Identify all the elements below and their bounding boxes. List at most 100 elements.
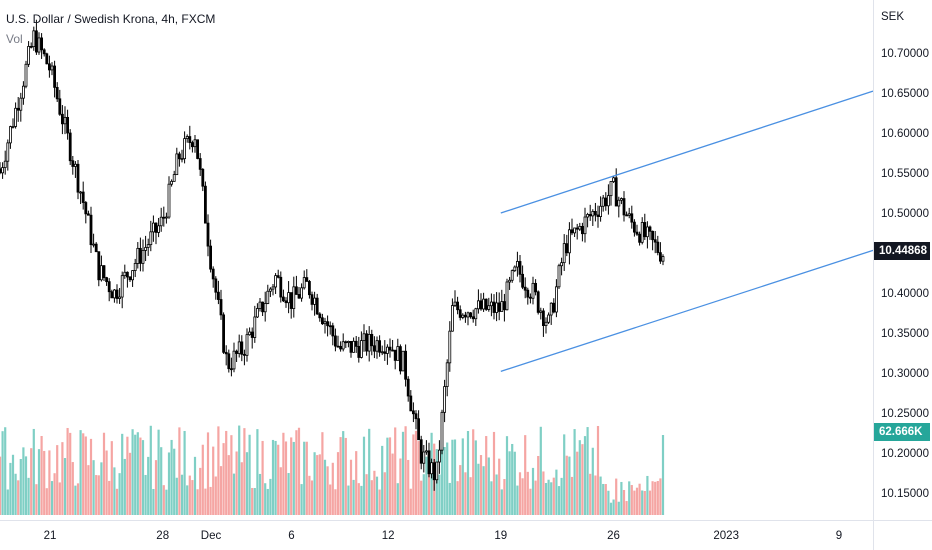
volume-bar — [625, 501, 628, 515]
volume-bar — [357, 483, 360, 515]
volume-bar — [61, 442, 64, 515]
candle-body — [427, 450, 431, 475]
volume-bar — [524, 435, 527, 515]
volume-bar — [225, 430, 228, 515]
price-tick-label: 10.70000 — [881, 48, 929, 60]
candle-body — [203, 185, 207, 224]
price-tick-label: 10.30000 — [881, 368, 929, 380]
candle-body — [237, 341, 241, 354]
volume-bar — [531, 467, 535, 515]
candle-body — [190, 142, 194, 148]
candle-body — [518, 261, 522, 275]
volume-bar — [318, 454, 321, 515]
volume-bar — [74, 485, 77, 515]
time-tick-label: 12 — [382, 530, 395, 542]
candle-body — [193, 139, 197, 148]
trendlines — [500, 90, 874, 373]
candle-body — [404, 350, 408, 380]
volume-bar — [503, 479, 506, 515]
candle-body — [318, 313, 322, 319]
volume-bar — [602, 483, 605, 515]
volume-bar — [513, 451, 516, 515]
candle-body — [544, 321, 548, 326]
volume-bar — [188, 475, 191, 515]
candle-body — [463, 314, 467, 318]
volume-bar — [199, 467, 202, 515]
candle-body — [115, 289, 119, 299]
symbol-title[interactable]: U.S. Dollar / Swedish Krona, 4h, FXCM — [6, 12, 216, 26]
volume-bar — [440, 439, 444, 515]
candle-body — [216, 291, 220, 300]
candle-body — [375, 340, 379, 352]
candle-body — [424, 450, 428, 453]
lower-channel-trendline[interactable] — [500, 249, 874, 373]
upper-channel-trendline[interactable] — [500, 90, 874, 214]
volume-bar — [487, 457, 490, 515]
volume-bar — [617, 501, 620, 515]
volume-bar — [630, 485, 633, 515]
candle-body — [380, 351, 384, 354]
volume-bar — [583, 436, 587, 515]
candle-body — [456, 301, 460, 311]
volume-bar — [147, 456, 150, 515]
volume-legend[interactable]: Vol — [6, 32, 23, 46]
candle-body — [162, 216, 166, 219]
candle-body — [120, 275, 124, 298]
candle-body — [659, 252, 662, 262]
candle-body — [113, 289, 116, 299]
candle-body — [630, 213, 634, 223]
candle-body — [170, 180, 174, 185]
volume-bar — [134, 434, 137, 515]
time-tick-label: 21 — [44, 530, 57, 542]
candle-body — [359, 340, 363, 358]
volume-bar — [438, 474, 441, 515]
volume-bar — [204, 488, 207, 515]
candle-body — [474, 308, 478, 320]
price-axis[interactable]: SEK 10.70000 10.65000 10.60000 10.55000 10.5… — [881, 11, 929, 500]
volume-bar — [87, 465, 90, 515]
candle-body — [97, 251, 101, 281]
volume-bar — [425, 456, 428, 515]
candle-body — [61, 113, 64, 125]
candle-body — [133, 263, 137, 271]
candle-body — [450, 305, 454, 332]
candle-body — [50, 65, 54, 71]
volume-bar — [206, 432, 210, 515]
candle-body — [484, 298, 488, 310]
volume-bar — [609, 502, 613, 515]
volume-bar — [300, 484, 303, 515]
time-axis[interactable]: 21 28 Dec 6 12 19 26 2023 9 — [44, 530, 843, 542]
volume-bar — [607, 490, 610, 515]
volume-bar — [656, 481, 659, 515]
volume-bar — [375, 476, 379, 515]
volume-bar — [373, 470, 376, 515]
candle-body — [604, 197, 608, 207]
volume-bar — [82, 433, 85, 515]
last-price-label: 10.44868 — [874, 242, 930, 260]
volume-bar — [412, 434, 415, 515]
volume-bar — [479, 455, 483, 515]
candle-body — [633, 221, 636, 233]
candle-body — [565, 243, 569, 254]
volume-bar — [128, 452, 132, 515]
candle-body — [557, 265, 561, 288]
candle-body — [497, 302, 501, 312]
candle-body — [482, 298, 486, 310]
volume-bar — [555, 469, 558, 515]
candle-body — [575, 227, 579, 230]
candle-body — [222, 314, 226, 353]
candle-body — [3, 160, 7, 168]
volume-bar — [461, 438, 464, 515]
candle-body — [406, 378, 410, 397]
volume-bar — [287, 473, 290, 515]
candle-body — [74, 163, 77, 167]
candlesticks — [0, 19, 665, 491]
candle-body — [185, 136, 189, 139]
volume-bar — [69, 432, 72, 515]
candle-body — [370, 333, 374, 347]
volume-bar — [633, 490, 636, 515]
volume-bar — [167, 452, 171, 515]
candle-body — [159, 216, 163, 227]
volume-bar — [568, 456, 571, 515]
